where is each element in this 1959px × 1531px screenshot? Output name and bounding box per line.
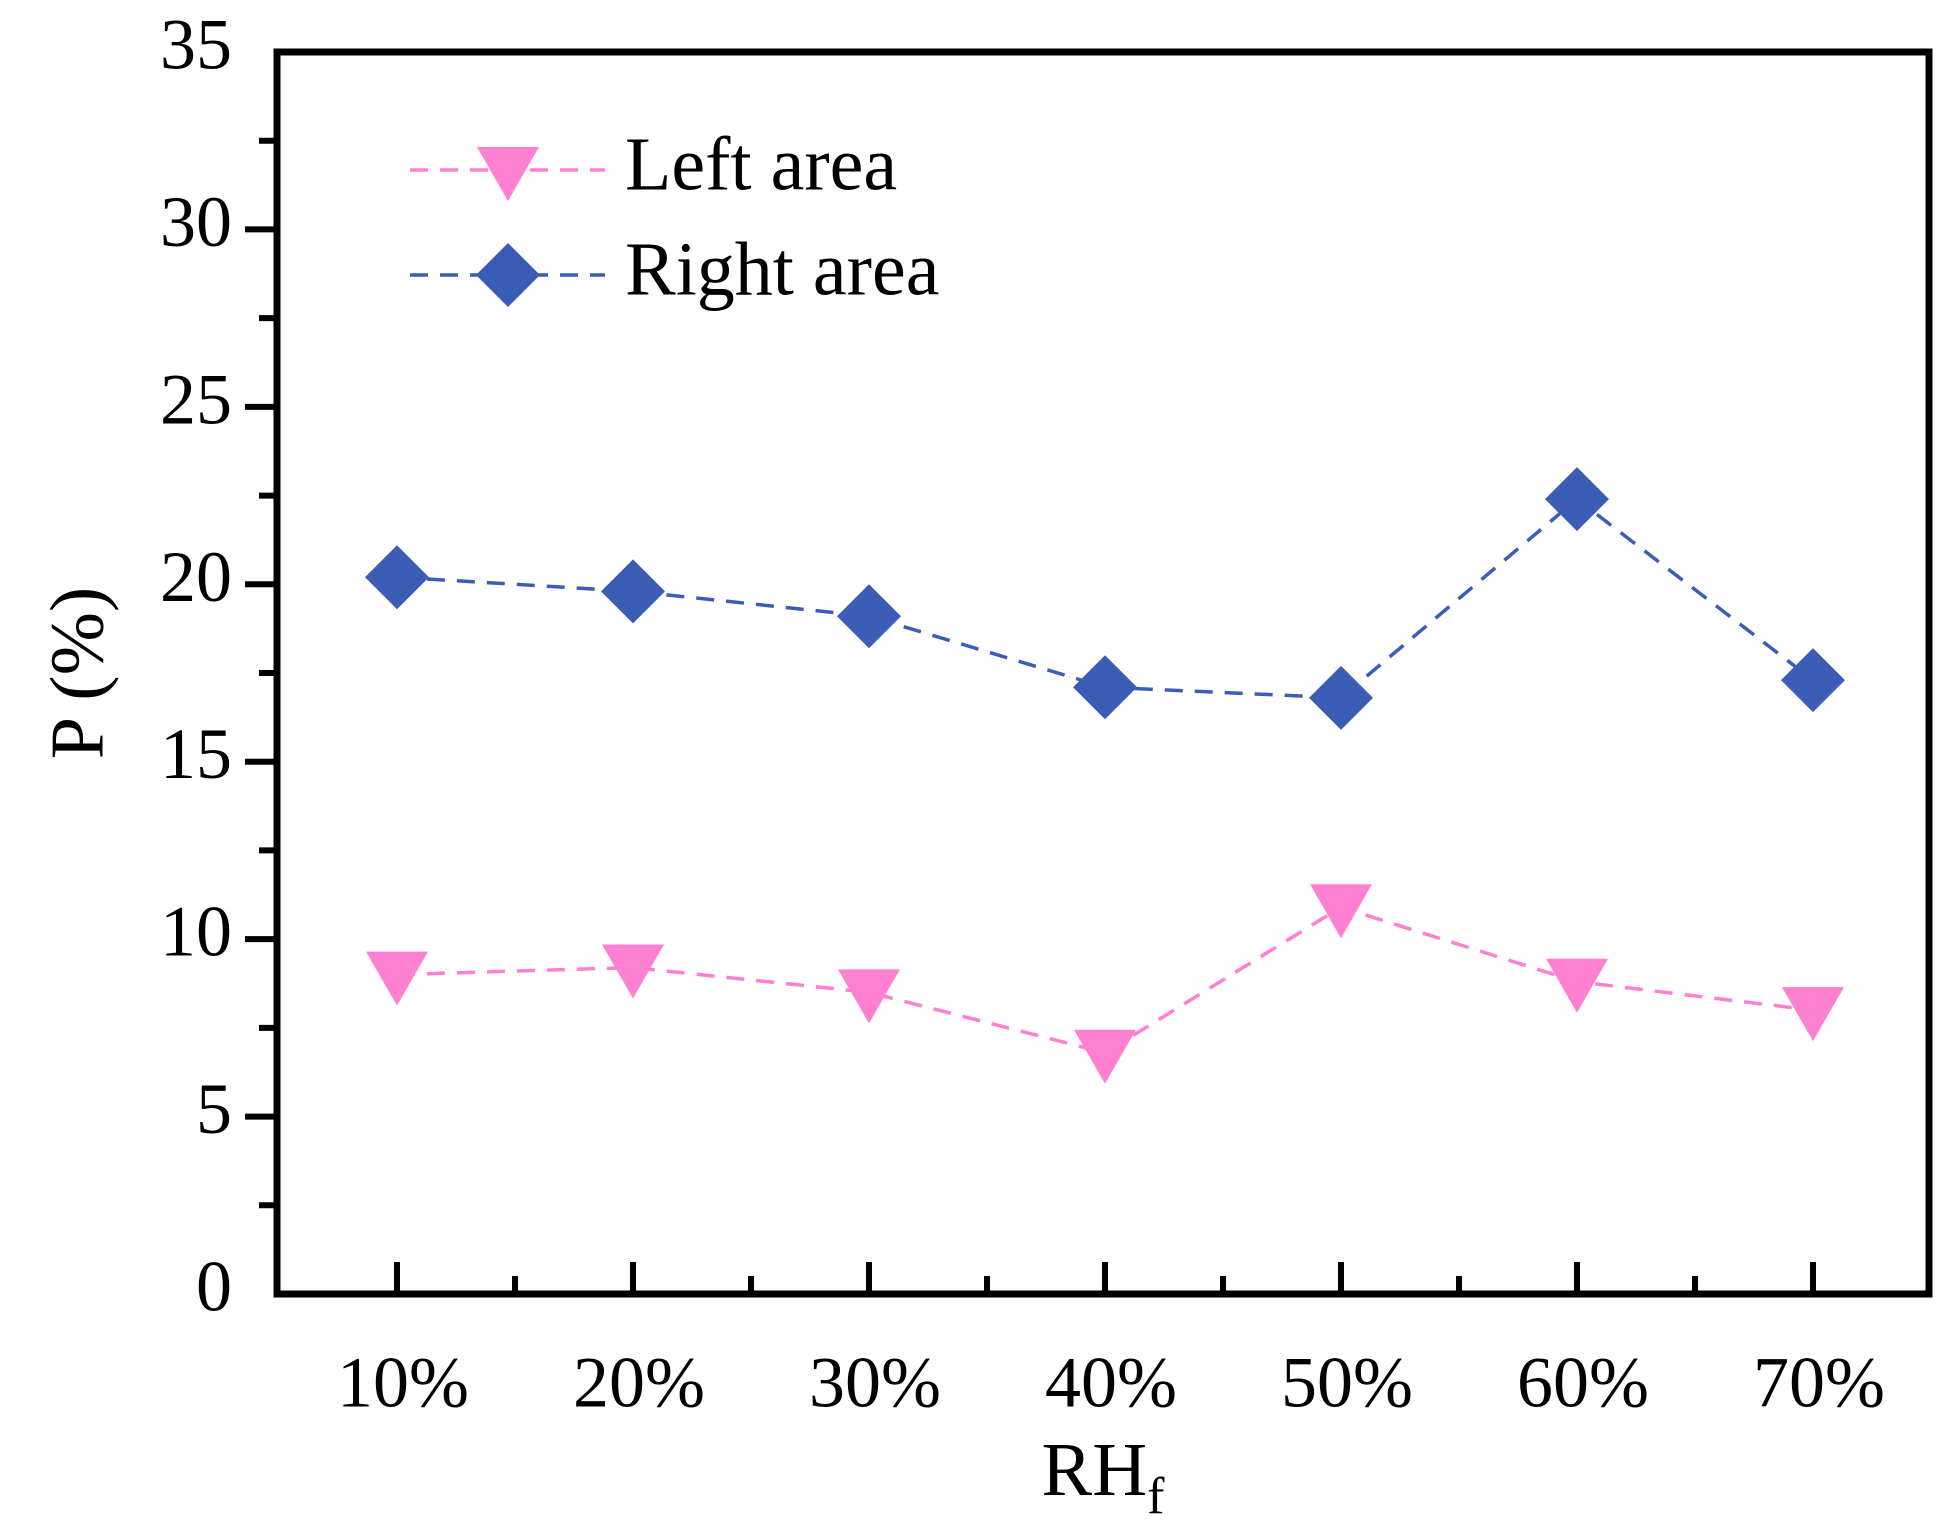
- right-area-legend-label: Right area: [625, 227, 939, 311]
- right-area-data-point: [365, 545, 429, 610]
- y-tick-label: 25: [160, 359, 232, 439]
- series-layer: [365, 467, 1845, 1084]
- x-tick-label: 50%: [1281, 1343, 1413, 1423]
- left-area-data-point: [1546, 958, 1608, 1013]
- left-area-legend-label: Left area: [625, 122, 897, 206]
- x-tick-label: 60%: [1517, 1343, 1649, 1423]
- y-tick-label: 35: [160, 5, 232, 85]
- x-axis-title-main: RH: [1042, 1428, 1148, 1512]
- x-axis-title: RHf: [1042, 1428, 1166, 1525]
- legend: Left area Right area: [410, 122, 939, 311]
- x-tick-label: 20%: [573, 1343, 705, 1423]
- y-tick-label: 10: [160, 892, 232, 972]
- right-area-data-point: [837, 584, 901, 649]
- x-axis-title-subscript: f: [1147, 1468, 1165, 1525]
- right-area-data-point: [1781, 648, 1845, 713]
- right-area-data-point: [1309, 665, 1373, 730]
- left-area-data-point: [602, 944, 664, 999]
- left-area-data-point: [366, 951, 428, 1006]
- right-area-legend-marker: [476, 243, 540, 307]
- right-area-data-point: [601, 559, 665, 624]
- y-tick-label: 5: [196, 1069, 232, 1149]
- ticks-layer: [245, 137, 1816, 1294]
- x-tick-label: 30%: [809, 1343, 941, 1423]
- y-tick-label: 30: [160, 182, 232, 262]
- x-tick-label: 40%: [1045, 1343, 1177, 1423]
- right-area-data-point: [1073, 655, 1137, 720]
- y-axis-title: P (%): [35, 587, 119, 759]
- y-tick-label: 0: [196, 1247, 232, 1327]
- y-tick-label: 15: [160, 714, 232, 794]
- x-tick-label: 10%: [337, 1343, 469, 1423]
- left-area-legend-marker: [477, 147, 539, 201]
- right-area-data-point: [1545, 467, 1609, 532]
- left-area-data-point: [1074, 1029, 1136, 1084]
- left-area-data-point: [1782, 987, 1844, 1042]
- left-area-data-point: [1310, 884, 1372, 939]
- labels-layer: 0 5 10 15 20 25 30 35 10% 20% 30% 40% 50% 60% 70%: [160, 5, 1885, 1423]
- x-tick-label: 70%: [1753, 1343, 1885, 1423]
- y-tick-label: 20: [160, 537, 232, 617]
- left-area-data-point: [838, 969, 900, 1024]
